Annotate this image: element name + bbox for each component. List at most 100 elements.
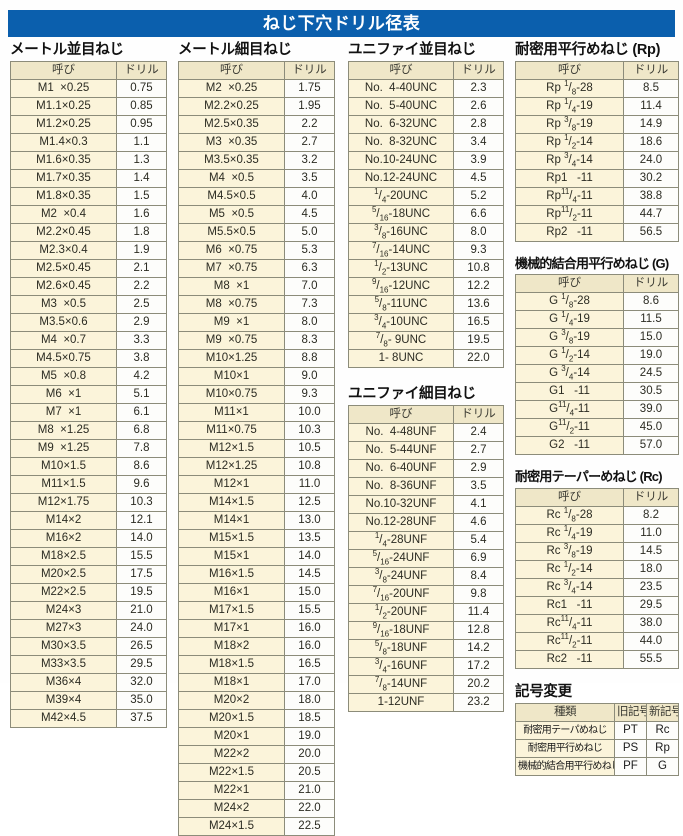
designation-text: M15×1 <box>213 550 250 563</box>
table-body-metric-coarse: M1 ×0.25 0.75 M1.1×0.25 0.85 M1.2×0.25 0.95 M1… <box>10 79 167 729</box>
table-row: No. 5-44UNF 2.7 <box>348 441 504 461</box>
designation-text: G11/4-11 <box>549 400 590 418</box>
cell-thread-designation: Rp11/4-11 <box>515 187 624 207</box>
designation-text: M5.5×0.5 <box>207 226 256 239</box>
table-row: Rc11/4-11 38.0 <box>515 613 679 633</box>
cell-thread-designation: M20×2.5 <box>10 565 117 585</box>
designation-text: Rp11/4-11 <box>546 187 593 205</box>
screw-tap-drill-chart-page: ねじ下穴ドリル径表 メートル並目ねじ 呼び ドリル M1 ×0.25 0.75 M1… <box>8 10 679 836</box>
designation-text: M2.3×0.4 <box>39 244 88 257</box>
designation-text: M30×3.5 <box>40 640 87 653</box>
table-symbol-change: 種類 旧記号 新記号 耐密用テーパめねじPTRc耐密用平行めねじPSRp機械的結… <box>515 702 679 776</box>
designation-text: M3.5×0.35 <box>204 154 259 167</box>
cell-drill-diameter: 8.3 <box>284 331 335 351</box>
designation-text: M22×1 <box>213 784 250 797</box>
cell-thread-designation: M11×0.75 <box>178 421 285 441</box>
cell-drill-diameter: 21.0 <box>284 781 335 801</box>
designation-text: 3/4-10UNC <box>374 313 428 331</box>
table-metric-fine: 呼び ドリル M2 ×0.25 1.75 M2.2×0.25 1.95 M2.5×0.3… <box>178 61 335 836</box>
cell-drill-diameter: 22.0 <box>284 799 335 819</box>
table-row: M2.3×0.4 1.9 <box>10 241 167 261</box>
table-row: No.12-24UNC 4.5 <box>348 169 504 189</box>
designation-text: 7/8- 9UNC <box>375 331 427 349</box>
cell-drill-diameter: 3.9 <box>453 151 504 171</box>
table-row: 3/4-16UNF 17.2 <box>348 657 504 677</box>
col-header-new-symbol: 新記号 <box>646 702 679 722</box>
cell-thread-designation: M3.5×0.6 <box>10 313 117 333</box>
col-header-drill: ドリル <box>453 61 504 81</box>
spacer <box>348 368 509 385</box>
designation-text: M3 ×0.35 <box>205 136 258 149</box>
cell-drill-diameter: 10.8 <box>453 259 504 279</box>
designation-text: M6 ×1 <box>45 388 82 401</box>
table-body-symbol-change: 耐密用テーパめねじ PT Rc 耐密用平行めねじ PS Rp 機械的結合用平行めねじ PF G <box>515 720 679 776</box>
cell-drill-diameter: 3.8 <box>116 349 167 369</box>
cell-thread-designation: Rp 1/4-19 <box>515 97 624 117</box>
table-body-rc: Rc 1/8-28 8.2 Rc 1/4-19 11.0 Rc 3/8-19 14.5 Rc… <box>515 505 679 669</box>
designation-text: M1 ×0.25 <box>37 82 90 95</box>
table-row: G1 -11 30.5 <box>515 382 679 402</box>
table-row: Rp 3/8-19 14.9 <box>515 115 679 135</box>
cell-drill-diameter: 4.5 <box>284 205 335 225</box>
designation-text: M24×2 <box>213 802 250 815</box>
cell-thread-designation: No.10-24UNC <box>348 151 454 171</box>
cell-drill-diameter: 22.0 <box>453 349 504 369</box>
cell-drill-diameter: 19.0 <box>284 727 335 747</box>
table-row: 5/8-11UNC 13.6 <box>348 295 504 315</box>
cell-thread-designation: Rp 3/4-14 <box>515 151 624 171</box>
designation-text: M5 ×0.8 <box>40 370 87 383</box>
table-row: 3/8-16UNC 8.0 <box>348 223 504 243</box>
cell-drill-diameter: 4.1 <box>453 495 504 515</box>
cell-thread-designation: M2.2×0.45 <box>10 223 117 243</box>
designation-text: No.12-28UNF <box>365 516 437 529</box>
cell-drill-diameter: 18.6 <box>623 133 679 153</box>
cell-drill-diameter: 3.5 <box>284 169 335 189</box>
cell-drill-diameter: 10.0 <box>284 403 335 423</box>
cell-drill-diameter: 18.0 <box>284 691 335 711</box>
cell-thread-designation: M8 ×1 <box>178 277 285 297</box>
cell-drill-diameter: 8.6 <box>116 457 167 477</box>
cell-thread-designation: Rp2 -11 <box>515 223 624 243</box>
table-row: 機械的結合用平行めねじ PF G <box>515 756 679 776</box>
table-row: No.10-24UNC 3.9 <box>348 151 504 171</box>
cell-drill-diameter: 16.0 <box>284 637 335 657</box>
cell-new-symbol: G <box>646 756 679 776</box>
designation-text: M2 ×0.25 <box>205 82 258 95</box>
table-row: 1- 8UNC 22.0 <box>348 349 504 369</box>
cell-drill-diameter: 1.8 <box>116 223 167 243</box>
table-row: G 1/2-14 19.0 <box>515 346 679 366</box>
designation-text: No. 4-48UNF <box>365 426 437 439</box>
cell-drill-diameter: 10.5 <box>284 439 335 459</box>
cell-thread-designation: M15×1.5 <box>178 529 285 549</box>
cell-thread-designation: M2.5×0.45 <box>10 259 117 279</box>
table-metric-coarse: 呼び ドリル M1 ×0.25 0.75 M1.1×0.25 0.85 M1.2×0.2… <box>10 61 167 729</box>
designation-text: M18×1.5 <box>208 658 255 671</box>
designation-text: No. 8-32UNC <box>364 136 438 149</box>
cell-thread-designation: M7 ×1 <box>10 403 117 423</box>
table-row: G 3/4-14 24.5 <box>515 364 679 384</box>
table-row: M16×1.5 14.5 <box>178 565 335 585</box>
table-row: M1.4×0.3 1.1 <box>10 133 167 153</box>
designation-text: M12×1.25 <box>205 460 258 473</box>
designation-text: M12×1 <box>213 478 250 491</box>
designation-text: 7/16-20UNF <box>372 585 430 603</box>
cell-thread-designation: G11/2-11 <box>515 418 624 438</box>
table-row: Rc 3/8-19 14.5 <box>515 541 679 561</box>
col-header-name: 呼び <box>178 61 285 81</box>
cell-drill-diameter: 20.5 <box>284 763 335 783</box>
cell-thread-designation: 7/8-14UNF <box>348 675 454 695</box>
designation-text: M20×1.5 <box>208 712 255 725</box>
col-header-name: 呼び <box>10 61 117 81</box>
cell-drill-diameter: 1.9 <box>116 241 167 261</box>
designation-text: G 1/4-19 <box>549 310 590 328</box>
column-pipe-threads: 耐密用平行めねじ (Rp) 呼び ドリル Rp 1/8-28 8.5 Rp 1/4-… <box>509 41 683 836</box>
cell-thread-designation: M5 ×0.5 <box>178 205 285 225</box>
cell-thread-designation: M12×1.25 <box>178 457 285 477</box>
table-row: 7/8-14UNF 20.2 <box>348 675 504 695</box>
table-row: 5/8-18UNF 14.2 <box>348 639 504 659</box>
designation-text: Rp1 -11 <box>546 172 593 185</box>
designation-text: No.10-32UNF <box>365 498 437 511</box>
cell-drill-diameter: 12.2 <box>453 277 504 297</box>
designation-text: M9 ×1 <box>213 316 250 329</box>
table-row: M8 ×1 7.0 <box>178 277 335 297</box>
